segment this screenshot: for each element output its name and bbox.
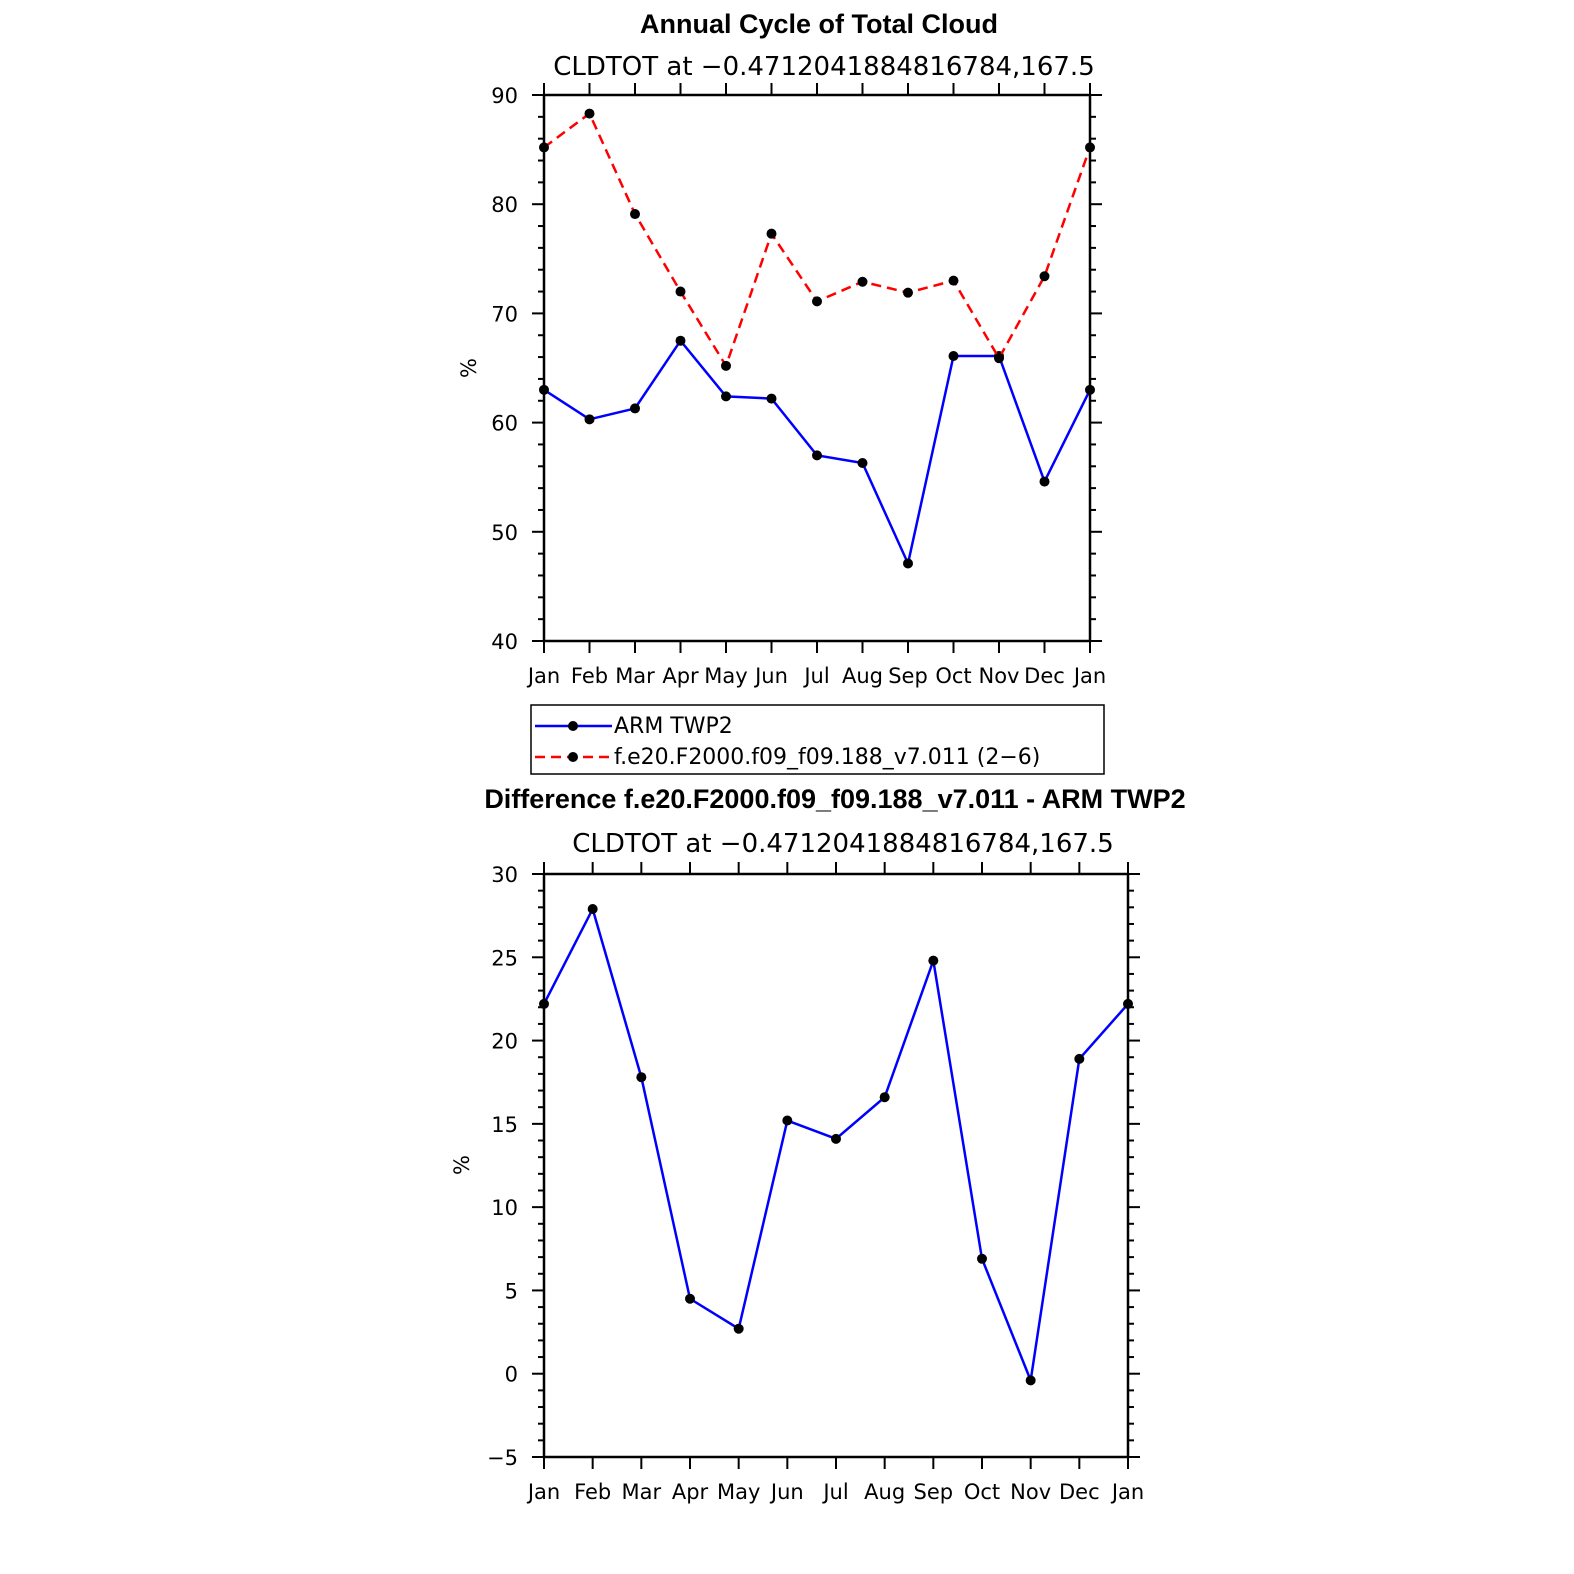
bottom-y-axis-label: %	[450, 1155, 474, 1175]
top-legend: ARM TWP2 f.e20.F2000.f09_f09.188_v7.011 …	[530, 704, 1105, 775]
bottom-x-tick-label: Jan	[1110, 1480, 1144, 1504]
top-plot-area: 90 80 70 60 50 40 Jan Feb Mar Apr May Jun Jul Aug Sep O…	[491, 83, 1106, 688]
top-series-0-point	[766, 393, 777, 404]
top-y-tick-label: 80	[491, 193, 518, 217]
top-x-tick-label: Dec	[1024, 664, 1065, 688]
bottom-y-tick-label: 25	[491, 946, 518, 970]
legend-marker-arm-twp2	[568, 721, 578, 731]
bottom-y-tick-label: 20	[491, 1030, 518, 1054]
bottom-series-0-point	[879, 1092, 890, 1103]
bottom-series-0-point	[928, 955, 939, 966]
bottom-series-0-point	[685, 1293, 695, 1304]
top-y-tick-label: 60	[491, 412, 518, 436]
top-series-1-point	[903, 287, 913, 298]
top-x-tick-label: Nov	[979, 664, 1020, 688]
top-series-1-point	[721, 360, 731, 371]
legend-label-arm-twp2: ARM TWP2	[614, 714, 733, 739]
top-series-1-point	[857, 276, 868, 287]
bottom-x-tick-label: Jul	[821, 1480, 848, 1504]
legend-label-model: f.e20.F2000.f09_f09.188_v7.011 (2−6)	[614, 745, 1040, 770]
bottom-y-tick-label: 30	[491, 863, 518, 887]
top-series-1-point	[948, 275, 959, 286]
bottom-series-0-point	[1123, 998, 1133, 1009]
top-series-0-point	[675, 335, 686, 346]
bottom-x-tick-label: Jun	[769, 1480, 804, 1504]
bottom-x-tick-label: May	[717, 1480, 760, 1504]
bottom-x-tick-label: Nov	[1010, 1480, 1051, 1504]
top-x-tick-label: Jan	[1072, 664, 1106, 688]
top-plot-frame	[542, 93, 1092, 643]
bottom-series-0-point	[539, 998, 549, 1009]
top-series-1-point	[1085, 142, 1095, 153]
bottom-y-tick-label: 15	[491, 1113, 518, 1137]
top-series-1-point	[812, 296, 822, 307]
top-x-tick-label: Jan	[526, 664, 560, 688]
top-x-tick-label: May	[704, 664, 747, 688]
top-panel: Annual Cycle of Total Cloud CLDTOT at −0…	[457, 9, 1106, 775]
bottom-series-0-point	[782, 1115, 793, 1126]
bottom-series-0-point	[587, 903, 598, 914]
bottom-series-0-point	[636, 1072, 647, 1083]
top-series-0-point	[857, 458, 868, 469]
top-x-tick-label: Oct	[935, 664, 971, 688]
top-chart-subtitle: CLDTOT at −0.4712041884816784,167.5	[553, 52, 1095, 82]
bottom-x-tick-label: Aug	[864, 1480, 905, 1504]
bottom-y-tick-label: 10	[491, 1196, 518, 1220]
bottom-chart-title: Difference f.e20.F2000.f09_f09.188_v7.01…	[484, 784, 1185, 814]
bottom-panel: Difference f.e20.F2000.f09_f09.188_v7.01…	[450, 784, 1186, 1504]
bottom-y-tick-label: 0	[505, 1363, 518, 1387]
top-series-0-point	[1039, 476, 1050, 487]
top-series-1-point	[1039, 271, 1050, 282]
top-series-1-point	[630, 209, 640, 220]
top-series-1-point	[584, 108, 595, 119]
bottom-x-tick-label: Jan	[526, 1480, 560, 1504]
top-y-axis-label: %	[457, 358, 481, 378]
bottom-series-line-0	[542, 905, 1129, 1386]
top-series-line-1	[543, 111, 1092, 369]
bottom-x-tick-label: Oct	[964, 1480, 1000, 1504]
top-y-tick-label: 70	[491, 302, 518, 326]
bottom-y-tick-label: −5	[487, 1446, 518, 1470]
bottom-plot-frame	[542, 872, 1130, 1459]
bottom-y-tick-label: 5	[505, 1279, 518, 1303]
top-series-0-point	[812, 450, 822, 461]
top-x-tick-label: Feb	[571, 664, 608, 688]
top-x-tick-label: Jun	[753, 664, 788, 688]
top-series-0-point	[1085, 384, 1095, 395]
top-x-tick-label: Mar	[615, 664, 655, 688]
top-series-0-point	[948, 350, 959, 361]
bottom-x-tick-label: Dec	[1059, 1480, 1100, 1504]
top-chart-title: Annual Cycle of Total Cloud	[640, 9, 998, 39]
top-x-tick-label: Jul	[802, 664, 829, 688]
top-x-tick-label: Aug	[842, 664, 883, 688]
top-y-tick-label: 90	[491, 84, 518, 108]
top-series-0-point	[539, 384, 549, 395]
legend-box	[530, 704, 1105, 775]
bottom-x-tick-label: Mar	[622, 1480, 662, 1504]
bottom-x-tick-label: Apr	[672, 1480, 709, 1504]
legend-marker-model	[568, 752, 578, 762]
bottom-x-tick-label: Sep	[914, 1480, 954, 1504]
bottom-chart-subtitle: CLDTOT at −0.4712041884816784,167.5	[572, 829, 1114, 859]
bottom-series-0-point	[1074, 1053, 1085, 1064]
bottom-x-tick-label: Feb	[574, 1480, 611, 1504]
top-series-0-point	[630, 403, 640, 414]
top-series-0-point	[721, 391, 731, 402]
bottom-series-0-point	[977, 1253, 987, 1264]
top-y-tick-label: 50	[491, 521, 518, 545]
top-y-tick-label: 40	[491, 630, 518, 654]
top-series-0-point	[903, 558, 913, 569]
top-series-1-point	[994, 353, 1004, 364]
top-series-1-point	[675, 286, 686, 297]
top-series-0-point	[584, 414, 595, 425]
top-series-1-point	[766, 228, 777, 239]
top-series-1-point	[539, 142, 549, 153]
bottom-series-0-point	[733, 1323, 744, 1334]
top-x-tick-label: Apr	[662, 664, 699, 688]
bottom-series-0-point	[831, 1133, 841, 1144]
top-x-tick-label: Sep	[888, 664, 928, 688]
bottom-plot-area: 30 25 20 15 10 5 0 −5 Jan Feb Mar Apr May Jun Jul Aug Se…	[487, 862, 1144, 1504]
bottom-series-0-point	[1025, 1375, 1036, 1386]
